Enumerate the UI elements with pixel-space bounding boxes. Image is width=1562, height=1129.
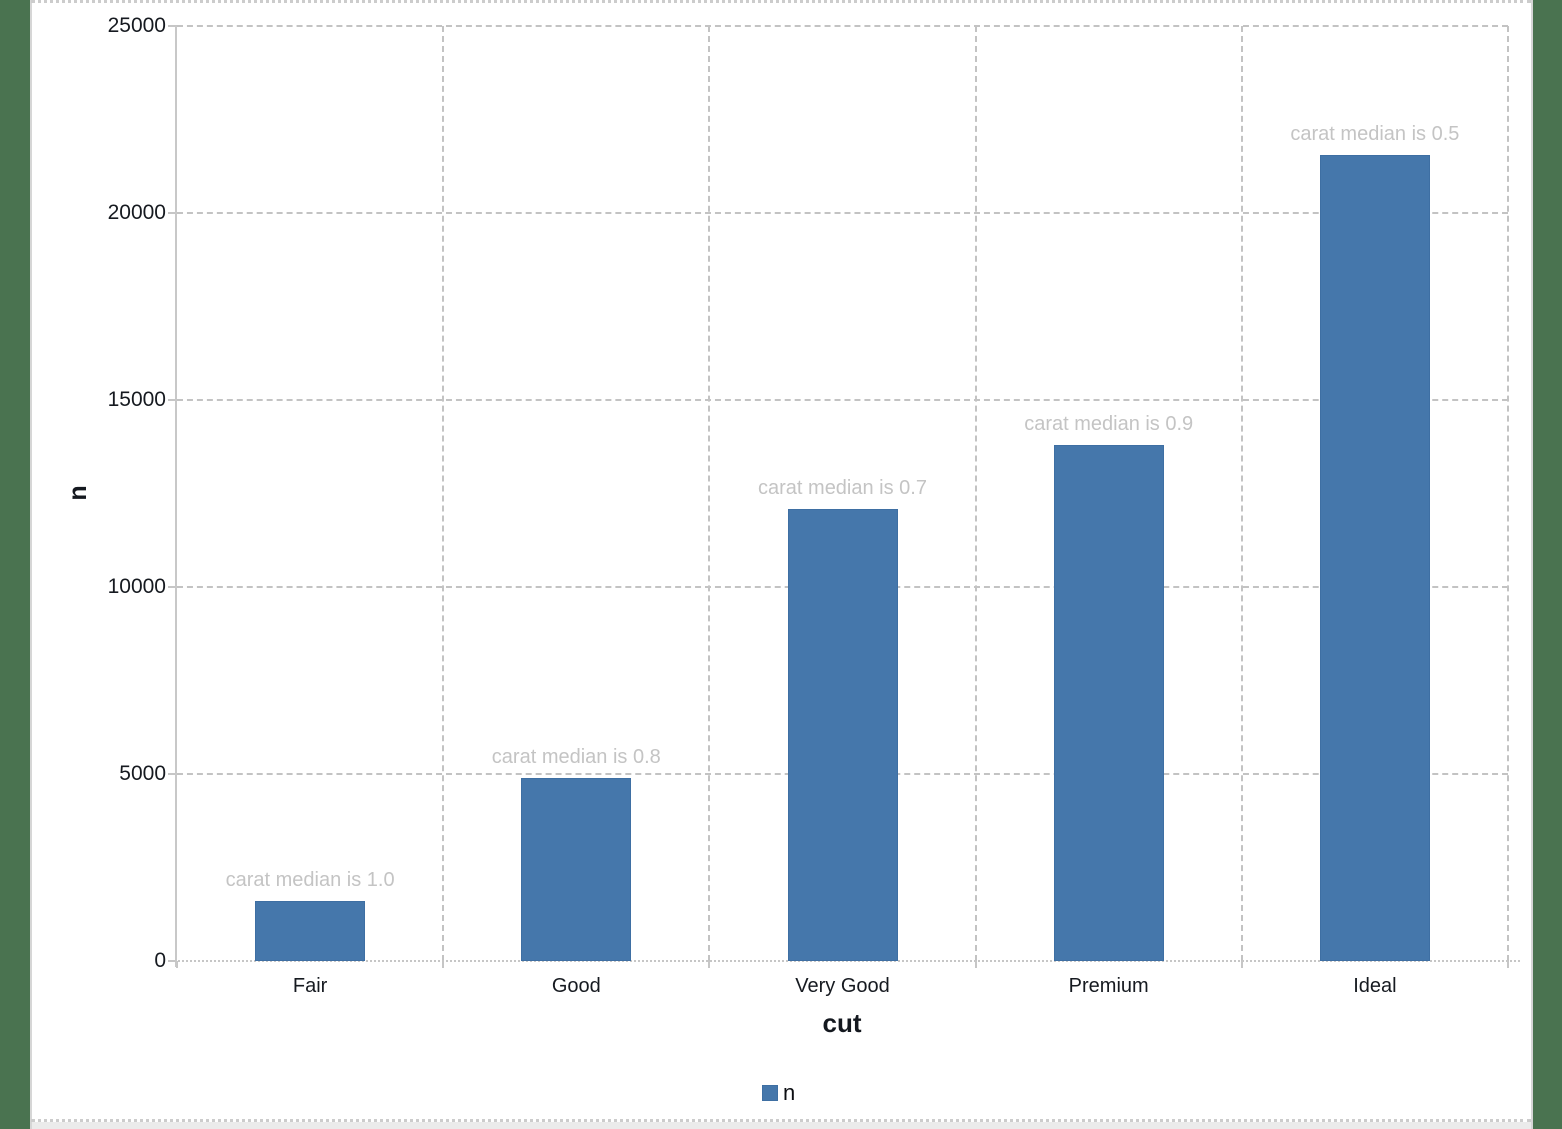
x-tick-label-premium: Premium [1068,975,1149,997]
y-axis-tick-10000 [168,586,177,588]
y-tick-label-25000: 25000 [107,14,166,37]
y-tick-label-15000: 15000 [107,388,166,411]
bar-ideal[interactable] [1319,154,1430,961]
y-tick-label-5000: 5000 [119,762,166,785]
x-axis-tick-5 [1507,961,1509,968]
y-axis-line [175,26,177,967]
window-background-left [0,0,30,1129]
gridline-horizontal-25000 [177,25,1508,27]
gridline-vertical-5 [1507,26,1509,961]
x-axis-title: cut [822,1008,862,1038]
bar-very-good[interactable] [787,509,898,961]
x-axis-tick-4 [1240,961,1243,968]
y-axis-tick-15000 [168,399,177,401]
canvas-bottom-margin [32,1122,1531,1129]
x-tick-label-very-good: Very Good [795,975,890,997]
x-axis-tick-3 [974,961,977,968]
bar-premium[interactable] [1053,445,1164,961]
gridline-vertical-4 [1240,26,1243,961]
bar-fair[interactable] [255,900,366,961]
legend-swatch-n [762,1085,778,1101]
canvas-top-edge [31,0,1531,3]
x-tick-label-fair: Fair [292,975,328,997]
annotation-fair: carat median is 1.0 [225,868,395,891]
x-axis-tick-0 [176,961,178,968]
y-tick-label-10000: 10000 [107,575,166,598]
x-axis-tick-2 [708,961,711,968]
x-tick-label-good: Good [551,975,601,997]
annotation-good: carat median is 0.8 [491,745,661,768]
gridline-horizontal-20000 [177,212,1508,214]
annotation-ideal: carat median is 0.5 [1290,122,1460,145]
x-axis-line [169,960,1520,962]
y-axis-tick-25000 [168,25,177,27]
y-axis-tick-5000 [168,773,177,775]
gridline-vertical-2 [708,26,711,961]
y-tick-label-0: 0 [154,949,166,972]
canvas-right-edge [1531,0,1533,1129]
gridline-vertical-3 [974,26,977,961]
gridline-vertical-1 [442,26,445,961]
canvas-left-edge [30,0,32,1129]
gridline-horizontal-15000 [177,399,1508,401]
window-background-right [1533,0,1562,1129]
x-tick-label-ideal: Ideal [1353,975,1397,997]
annotation-very-good: carat median is 0.7 [758,477,927,500]
canvas-bottom-edge [31,1119,1531,1122]
annotation-premium: carat median is 0.9 [1024,413,1194,436]
x-axis-tick-1 [442,961,445,968]
legend[interactable]: n [762,1081,795,1105]
y-axis-tick-20000 [168,212,177,214]
bar-good[interactable] [521,777,632,961]
y-tick-label-20000: 20000 [107,201,166,224]
y-axis-title: n [64,485,92,501]
legend-label-n: n [783,1080,796,1105]
